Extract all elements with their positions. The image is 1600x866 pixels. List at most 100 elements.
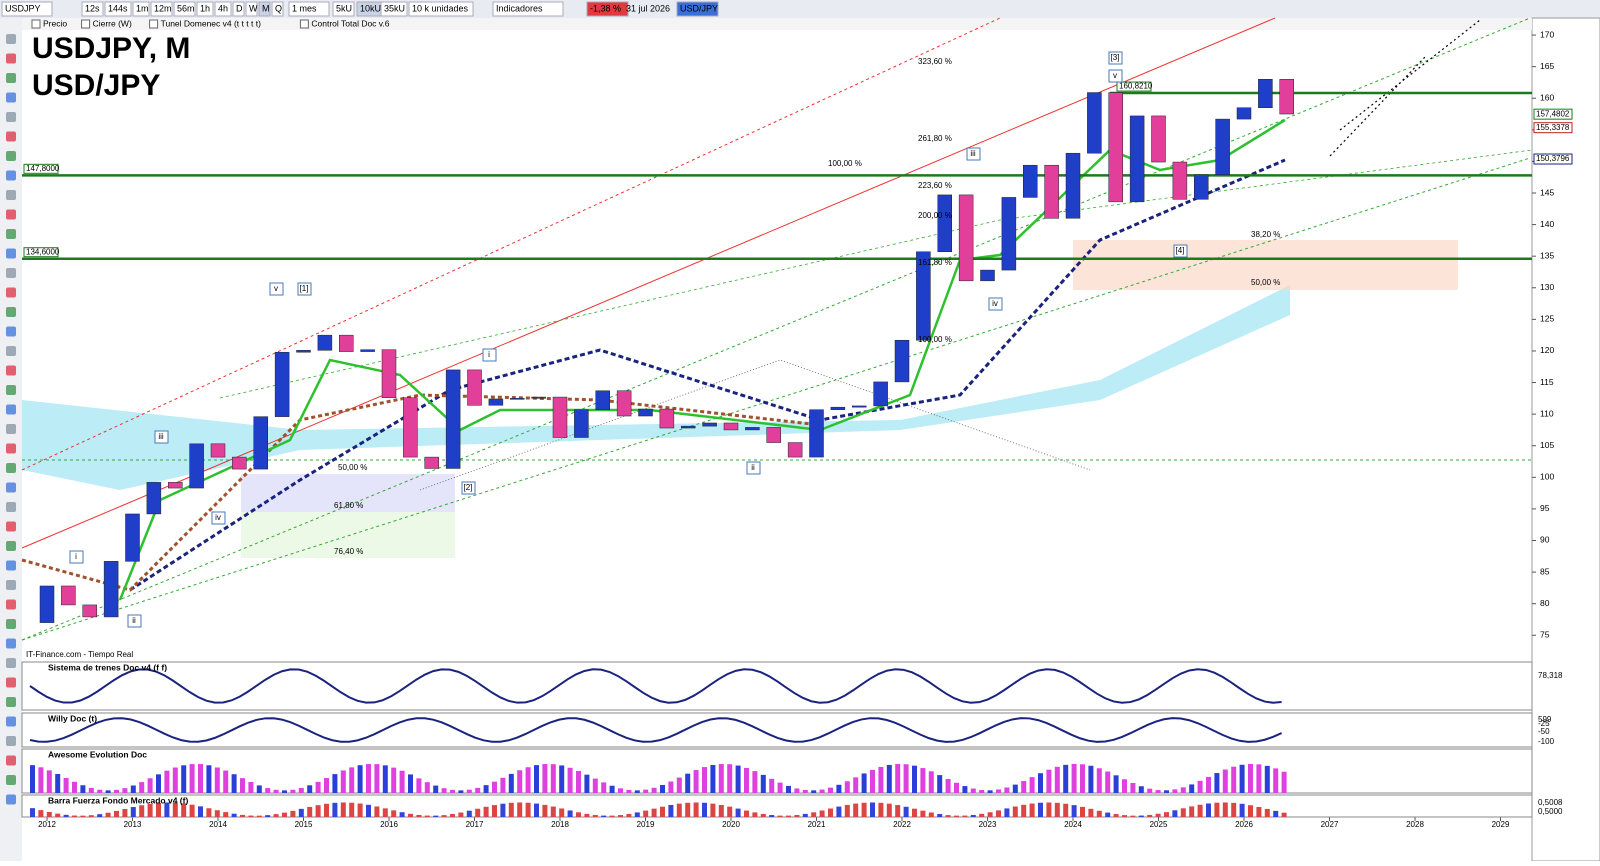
wave-label: iii <box>970 149 976 158</box>
indicator-line <box>29 668 1282 704</box>
tool-icon <box>6 287 16 298</box>
units-button-bg[interactable] <box>332 1 355 17</box>
period-select[interactable]: 1 mes <box>292 3 317 13</box>
indicator-bar <box>382 765 388 793</box>
indicators-button-bg[interactable] <box>492 1 564 17</box>
tool-icon <box>6 658 16 668</box>
units-button[interactable]: 35kU <box>384 3 405 13</box>
indicator-bar <box>853 777 859 793</box>
indicator-bar <box>1096 810 1102 817</box>
wave-label: v <box>1113 71 1117 80</box>
candle-body <box>1129 115 1145 203</box>
period-select-bg[interactable] <box>288 1 330 17</box>
fib-label: 100,00 % <box>828 159 862 168</box>
indicator-bar <box>1046 802 1052 817</box>
drawing-line <box>21 17 1001 471</box>
tool-icon <box>6 268 16 278</box>
indicator-bar <box>198 764 203 793</box>
indicator-bar <box>340 770 346 793</box>
units-select[interactable]: 10 k unidades <box>412 3 469 13</box>
indicator-bar <box>937 814 943 817</box>
x-tick-label: 2026 <box>1235 820 1253 829</box>
indicators-button[interactable]: Indicadores <box>496 3 543 13</box>
tool-icon <box>6 638 16 649</box>
interval-button[interactable]: 1h <box>200 3 210 13</box>
interval-button-bg[interactable] <box>258 1 271 17</box>
indicator-bar <box>1214 802 1220 817</box>
candle-body <box>146 482 162 515</box>
candle-body <box>852 405 867 408</box>
symbol-select[interactable]: USDJPY <box>5 3 41 13</box>
y-tick-label: 170 <box>1540 29 1554 39</box>
indicator-bar <box>970 814 976 817</box>
interval-button-bg[interactable] <box>81 1 104 17</box>
interval-button[interactable]: 12m <box>154 3 172 13</box>
symbol-select-bg[interactable] <box>1 1 53 17</box>
indicator-bar <box>139 805 145 817</box>
x-tick-label: 2019 <box>637 820 655 829</box>
indicator-bar <box>130 807 136 817</box>
candle-body <box>232 456 247 470</box>
indicator-bar <box>1105 771 1111 793</box>
wave-label-bg <box>1108 69 1123 83</box>
interval-button[interactable]: 56m <box>177 3 195 13</box>
candle-body <box>723 422 739 431</box>
indicator-bar <box>214 767 220 793</box>
ticker-badge[interactable]: USD/JPY <box>680 3 718 13</box>
interval-button-bg[interactable] <box>245 1 258 17</box>
indicator-bar <box>80 815 86 817</box>
indicator-bar <box>752 771 758 793</box>
interval-button-bg[interactable] <box>232 1 245 17</box>
interval-button-bg[interactable] <box>271 1 284 17</box>
tool-icon <box>6 619 16 629</box>
interval-button-bg[interactable] <box>214 1 232 17</box>
x-tick-label: 2013 <box>124 820 142 829</box>
indicator-bar <box>693 802 699 817</box>
indicator-bar <box>567 810 573 817</box>
candle-body <box>467 369 482 406</box>
units-select-bg[interactable] <box>408 1 474 17</box>
interval-button-bg[interactable] <box>173 1 196 17</box>
units-button-bg[interactable] <box>380 1 408 17</box>
ticker-badge-bg[interactable] <box>676 1 719 17</box>
indicator-bar <box>307 785 313 793</box>
indicator-bar <box>550 764 556 793</box>
date-label[interactable]: 31 jul 2026 <box>626 3 670 13</box>
fib-label: 100,00 % <box>918 335 952 344</box>
indicator-bar <box>945 779 951 793</box>
indicator-bar <box>290 789 296 793</box>
indicator-bar <box>307 806 313 817</box>
units-button[interactable]: 10kU <box>360 3 381 13</box>
indicator-bar <box>626 813 632 817</box>
interval-button[interactable]: 144s <box>108 3 128 13</box>
interval-button-bg[interactable] <box>150 1 173 17</box>
interval-button[interactable]: 12s <box>85 3 100 13</box>
interval-button[interactable]: M <box>262 3 270 13</box>
indicator-bar <box>794 815 800 817</box>
indicator-bar <box>760 813 766 817</box>
indicator-bar <box>198 806 203 817</box>
indicator-bar <box>1138 815 1144 817</box>
change-badge[interactable]: -1,38 % <box>590 3 621 13</box>
units-button[interactable]: 5kU <box>336 3 352 13</box>
interval-button[interactable]: W <box>249 3 258 13</box>
interval-button-bg[interactable] <box>132 1 150 17</box>
indicator-panel <box>21 661 1533 711</box>
interval-button[interactable]: Q <box>275 3 282 13</box>
interval-button[interactable]: 4h <box>218 3 228 13</box>
indicator-bar <box>1080 806 1085 817</box>
wave-label-bg <box>269 282 284 296</box>
indicator-bar <box>1130 815 1136 817</box>
interval-button[interactable]: D <box>236 3 243 13</box>
change-badge-bg[interactable] <box>586 1 629 17</box>
tool-icon <box>6 599 16 610</box>
candle-body <box>766 427 781 443</box>
y-tick-label: 125 <box>1540 314 1554 324</box>
interval-button-bg[interactable] <box>104 1 132 17</box>
indicator-bar <box>214 810 220 817</box>
candle-body <box>61 585 76 606</box>
interval-button[interactable]: 1m <box>136 3 149 13</box>
indicator-bar <box>424 815 430 817</box>
interval-button-bg[interactable] <box>196 1 214 17</box>
